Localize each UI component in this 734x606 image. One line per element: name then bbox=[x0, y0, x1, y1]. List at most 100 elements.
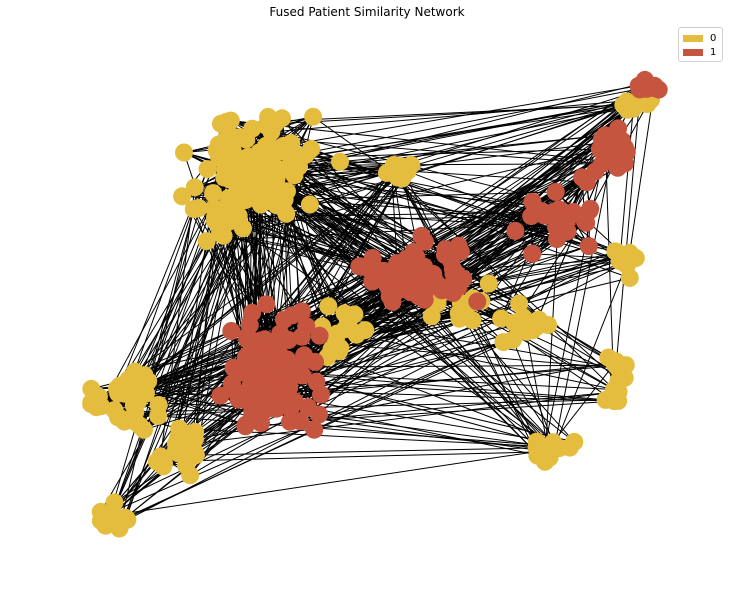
node-class-1 bbox=[211, 386, 230, 405]
network-edge bbox=[190, 391, 619, 445]
network-edge bbox=[274, 371, 615, 390]
network-edge bbox=[229, 99, 640, 137]
node-class-1 bbox=[363, 272, 382, 291]
node-class-1 bbox=[312, 385, 330, 404]
node-class-0 bbox=[331, 339, 350, 358]
network-edge bbox=[142, 393, 545, 452]
node-class-0 bbox=[237, 163, 256, 182]
network-edge bbox=[389, 295, 575, 443]
network-edge bbox=[256, 173, 546, 463]
network-edge bbox=[279, 395, 554, 443]
node-class-0 bbox=[544, 433, 563, 452]
network-edge bbox=[268, 399, 606, 410]
node-class-0 bbox=[185, 446, 203, 465]
network-edge bbox=[553, 258, 629, 448]
node-class-0 bbox=[618, 100, 637, 119]
node-class-0 bbox=[328, 324, 347, 343]
node-class-0 bbox=[257, 116, 276, 135]
node-class-0 bbox=[215, 159, 234, 178]
network-edge bbox=[544, 209, 560, 462]
network-edge bbox=[339, 134, 606, 163]
legend-entry-1: 1 bbox=[683, 45, 718, 59]
node-class-0 bbox=[221, 111, 240, 130]
node-class-0 bbox=[109, 408, 127, 427]
node-class-0 bbox=[117, 509, 136, 528]
network-edge bbox=[124, 329, 533, 519]
node-class-0 bbox=[302, 140, 321, 158]
figure-title: Fused Patient Similarity Network bbox=[269, 5, 465, 19]
node-class-0 bbox=[100, 506, 119, 525]
network-edge bbox=[512, 339, 554, 443]
network-edge bbox=[118, 179, 260, 529]
network-edge bbox=[397, 177, 615, 390]
node-class-0 bbox=[510, 294, 529, 313]
node-class-1 bbox=[615, 138, 634, 157]
node-class-1 bbox=[468, 292, 487, 311]
legend-swatch-0 bbox=[683, 34, 703, 42]
network-edge bbox=[289, 421, 537, 449]
network-edge bbox=[127, 259, 632, 521]
network-edge bbox=[286, 101, 628, 192]
node-class-1 bbox=[523, 192, 542, 211]
node-class-1 bbox=[292, 327, 311, 346]
network-edge bbox=[441, 258, 629, 291]
node-class-1 bbox=[546, 182, 565, 201]
node-class-1 bbox=[411, 260, 430, 278]
network-edge bbox=[109, 447, 560, 517]
node-class-1 bbox=[579, 237, 598, 256]
node-class-0 bbox=[208, 208, 227, 227]
node-class-0 bbox=[169, 428, 188, 447]
node-class-1 bbox=[522, 207, 541, 226]
node-class-0 bbox=[253, 159, 272, 178]
node-class-0 bbox=[207, 141, 226, 160]
node-class-0 bbox=[494, 333, 513, 352]
node-class-0 bbox=[451, 306, 470, 325]
node-class-0 bbox=[173, 187, 192, 206]
network-edge bbox=[284, 191, 556, 201]
node-class-0 bbox=[523, 321, 542, 340]
node-class-0 bbox=[214, 226, 233, 245]
network-edge bbox=[283, 85, 639, 147]
node-class-1 bbox=[635, 74, 654, 92]
network-edge bbox=[244, 363, 615, 401]
node-class-1 bbox=[575, 212, 594, 231]
network-edge bbox=[194, 217, 216, 440]
network-edge bbox=[264, 257, 636, 395]
network-edge bbox=[243, 82, 645, 184]
node-class-0 bbox=[240, 148, 259, 166]
network-edge bbox=[462, 171, 596, 280]
node-class-1 bbox=[545, 207, 564, 225]
node-class-1 bbox=[291, 412, 310, 431]
network-edge bbox=[472, 253, 628, 299]
network-edge bbox=[386, 172, 619, 382]
node-class-1 bbox=[239, 388, 258, 407]
node-class-0 bbox=[605, 354, 624, 373]
node-class-0 bbox=[382, 163, 401, 182]
network-edge bbox=[206, 148, 601, 242]
node-class-0 bbox=[119, 370, 138, 389]
legend-label-0: 0 bbox=[710, 32, 717, 44]
network-edge bbox=[195, 447, 537, 456]
node-class-1 bbox=[523, 244, 542, 263]
node-class-1 bbox=[257, 351, 276, 370]
node-class-1 bbox=[282, 306, 301, 325]
node-layer bbox=[82, 70, 668, 538]
network-edge bbox=[138, 177, 399, 387]
node-class-0 bbox=[257, 136, 275, 155]
node-class-1 bbox=[305, 420, 324, 439]
node-class-0 bbox=[236, 191, 255, 210]
node-class-0 bbox=[186, 422, 205, 441]
node-class-1 bbox=[273, 378, 292, 397]
node-class-0 bbox=[125, 385, 144, 404]
node-class-1 bbox=[415, 283, 434, 302]
node-class-0 bbox=[175, 143, 193, 162]
node-class-1 bbox=[412, 226, 431, 245]
node-class-1 bbox=[443, 259, 462, 278]
node-class-1 bbox=[257, 295, 276, 314]
node-class-0 bbox=[82, 395, 101, 413]
node-class-1 bbox=[285, 392, 304, 411]
node-class-1 bbox=[593, 154, 611, 173]
network-edge bbox=[281, 370, 556, 447]
node-class-0 bbox=[189, 199, 208, 217]
